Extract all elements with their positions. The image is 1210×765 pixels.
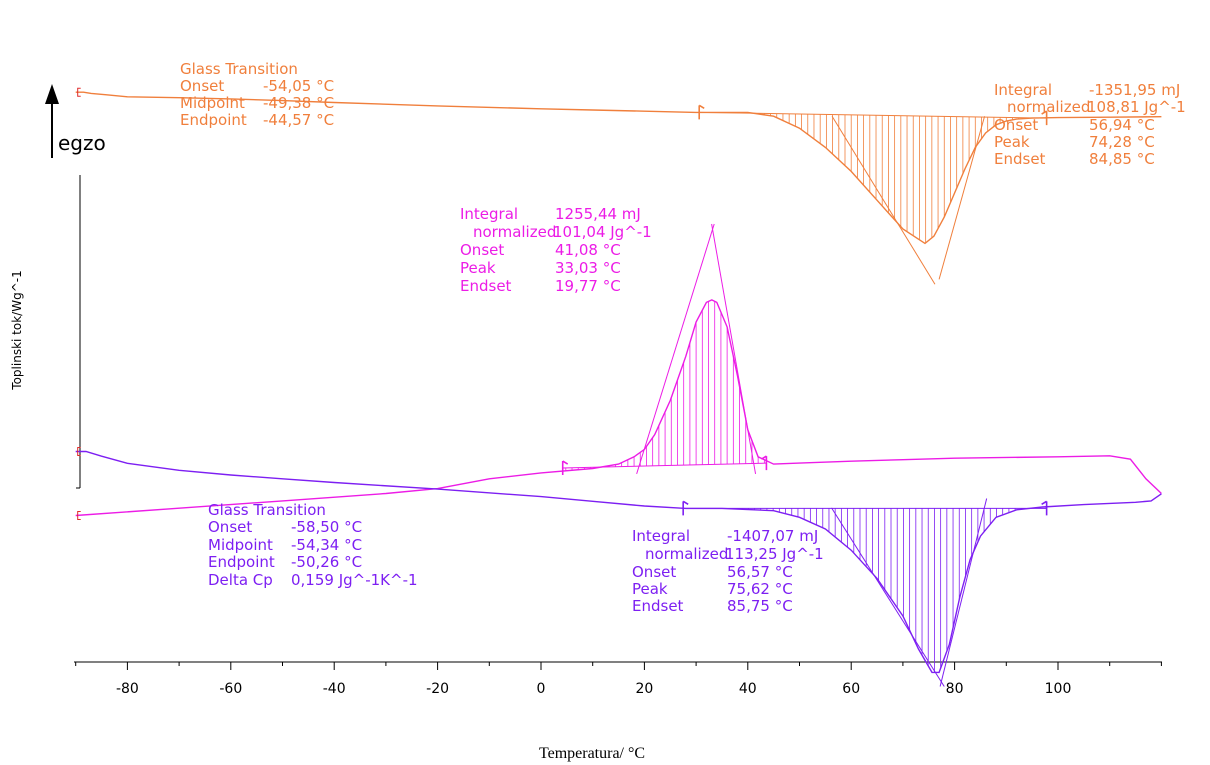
middle-curve bbox=[75, 299, 1162, 517]
top-glass-onset-value: -54,05 °C bbox=[263, 77, 334, 95]
bottom-peak-integral-label: Integral bbox=[632, 527, 690, 545]
bottom-peak-onset-value: 56,57 °C bbox=[727, 563, 793, 581]
x-tick-label: -60 bbox=[219, 681, 242, 697]
bottom-glass-mid-value: -54,34 °C bbox=[291, 536, 362, 554]
top-start-marker bbox=[77, 87, 81, 97]
bottom-peak-peak-label: Peak bbox=[632, 580, 668, 598]
middle-peak-hatch bbox=[565, 301, 765, 471]
bottom-peak-annotation: Integral -1407,07 mJ normalized 113,25 J… bbox=[632, 527, 824, 615]
bottom-peak-norm-value: 113,25 Jg^-1 bbox=[725, 545, 824, 563]
middle-peak-onset-label: Onset bbox=[460, 241, 504, 259]
bottom-glass-dcp-label: Delta Cp bbox=[208, 571, 273, 589]
top-peak-peak-value: 74,28 °C bbox=[1089, 133, 1155, 151]
bottom-glass-title: Glass Transition bbox=[208, 501, 326, 519]
x-tick-label: -20 bbox=[426, 681, 449, 697]
middle-peak-peak-value: 33,03 °C bbox=[555, 259, 621, 277]
bottom-glass-end-value: -50,26 °C bbox=[291, 553, 362, 571]
bottom-glass-onset-label: Onset bbox=[208, 518, 252, 536]
top-glass-annotation: Glass Transition Onset -54,05 °C Midpoin… bbox=[180, 60, 334, 129]
bottom-peak-integral-value: -1407,07 mJ bbox=[727, 527, 818, 545]
top-glass-mid-label: Midpoint bbox=[180, 94, 245, 112]
middle-peak-integral-label: Integral bbox=[460, 205, 518, 223]
bottom-glass-end-label: Endpoint bbox=[208, 553, 275, 571]
middle-limit-marker bbox=[761, 455, 768, 471]
top-glass-onset-label: Onset bbox=[180, 77, 224, 95]
bottom-glass-annotation: Glass Transition Onset -58,50 °C Midpoin… bbox=[208, 501, 418, 589]
y-axis-title: Toplinski tok/Wg^-1 bbox=[10, 270, 24, 390]
top-peak-annotation: Integral -1351,95 mJ normalized 108,81 J… bbox=[994, 81, 1186, 168]
middle-peak-norm-value: 101,04 Jg^-1 bbox=[553, 223, 652, 241]
x-tick-label: -40 bbox=[323, 681, 346, 697]
top-glass-title: Glass Transition bbox=[180, 60, 298, 78]
bottom-peak-endset-label: Endset bbox=[632, 597, 684, 615]
middle-peak-norm-label: normalized bbox=[473, 223, 556, 241]
bottom-limit-marker bbox=[682, 500, 689, 516]
bottom-tangent-1 bbox=[939, 498, 988, 687]
top-peak-integral-label: Integral bbox=[994, 81, 1052, 99]
bottom-peak-norm-label: normalized bbox=[645, 545, 728, 563]
top-peak-peak-label: Peak bbox=[994, 133, 1030, 151]
x-axis-ticks bbox=[75, 662, 1162, 670]
top-peak-onset-value: 56,94 °C bbox=[1089, 116, 1155, 134]
middle-limit-marker bbox=[561, 460, 569, 476]
bottom-glass-mid-label: Midpoint bbox=[208, 536, 273, 554]
exo-label: egzo bbox=[58, 131, 106, 155]
x-tick-label: 80 bbox=[946, 681, 964, 697]
x-tick-label: 100 bbox=[1045, 681, 1072, 697]
exo-arrow bbox=[45, 84, 59, 158]
top-peak-hatch bbox=[701, 112, 1044, 243]
middle-peak-annotation: Integral 1255,44 mJ normalized 101,04 Jg… bbox=[460, 205, 652, 295]
bottom-glass-dcp-value: 0,159 Jg^-1K^-1 bbox=[291, 571, 418, 589]
top-peak-onset-label: Onset bbox=[994, 116, 1038, 134]
top-tangent-1 bbox=[938, 116, 986, 280]
bottom-limit-marker bbox=[1041, 500, 1048, 516]
top-peak-integral-value: -1351,95 mJ bbox=[1089, 81, 1180, 99]
x-axis-tick-labels: -80 -60 -40 -20 0 20 40 60 80 100 bbox=[116, 681, 1071, 697]
top-glass-end-value: -44,57 °C bbox=[263, 111, 334, 129]
top-peak-endset-value: 84,85 °C bbox=[1089, 150, 1155, 168]
bottom-peak-onset-label: Onset bbox=[632, 563, 676, 581]
middle-tangent-0 bbox=[636, 223, 715, 475]
top-glass-mid-value: -49,38 °C bbox=[263, 94, 334, 112]
bottom-glass-onset-value: -58,50 °C bbox=[291, 518, 362, 536]
x-tick-label: 20 bbox=[635, 681, 653, 697]
top-tangent-0 bbox=[831, 115, 936, 285]
top-peak-norm-value: 108,81 Jg^-1 bbox=[1087, 98, 1186, 116]
middle-baseline bbox=[562, 462, 767, 469]
bottom-curve bbox=[75, 450, 1162, 674]
top-curve bbox=[75, 91, 1162, 245]
x-tick-label: -80 bbox=[116, 681, 139, 697]
top-limit-marker bbox=[1041, 110, 1048, 126]
middle-start-marker bbox=[77, 511, 81, 521]
middle-peak-endset-label: Endset bbox=[460, 277, 512, 295]
bottom-start-marker bbox=[77, 447, 81, 456]
x-tick-label: 40 bbox=[739, 681, 757, 697]
middle-peak-endset-value: 19,77 °C bbox=[555, 277, 621, 295]
bottom-peak-endset-value: 85,75 °C bbox=[727, 597, 793, 615]
top-peak-norm-label: normalized bbox=[1007, 98, 1090, 116]
top-limit-marker bbox=[698, 104, 705, 120]
bottom-tangent-0 bbox=[831, 507, 945, 687]
middle-peak-integral-value: 1255,44 mJ bbox=[555, 205, 641, 223]
bottom-peak-peak-value: 75,62 °C bbox=[727, 580, 793, 598]
top-glass-end-label: Endpoint bbox=[180, 111, 247, 129]
x-tick-label: 60 bbox=[842, 681, 860, 697]
x-tick-label: 0 bbox=[537, 681, 546, 697]
middle-peak-peak-label: Peak bbox=[460, 259, 496, 277]
x-axis-title: Temperatura/ °C bbox=[539, 745, 645, 762]
curves bbox=[75, 87, 1162, 687]
top-peak-endset-label: Endset bbox=[994, 150, 1046, 168]
middle-peak-onset-value: 41,08 °C bbox=[555, 241, 621, 259]
